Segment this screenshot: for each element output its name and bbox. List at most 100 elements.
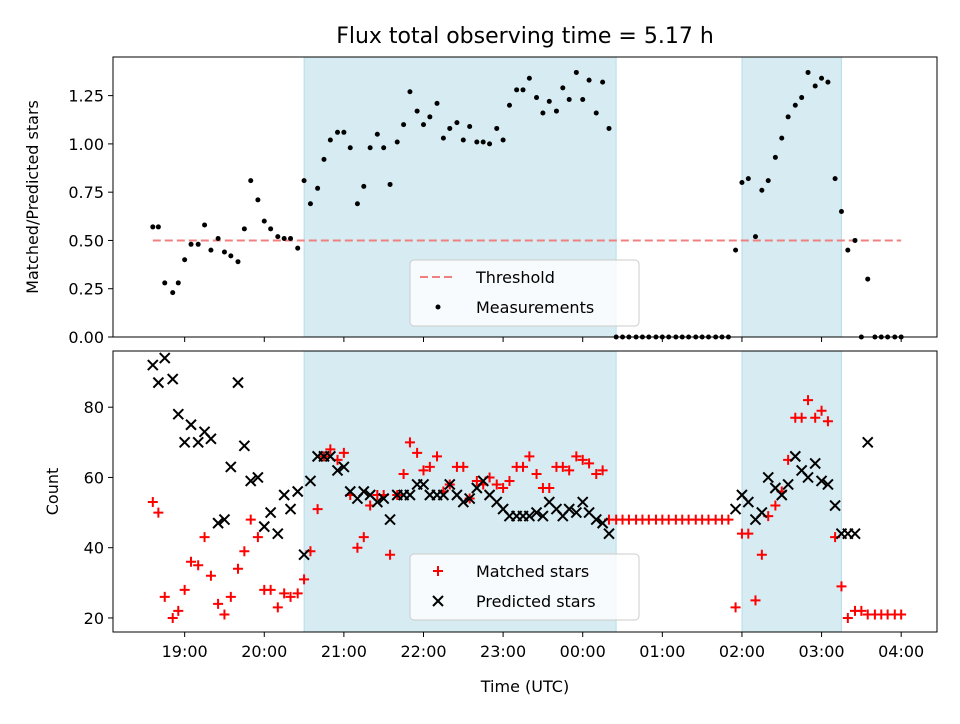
measurement-point [514,87,520,93]
matched-star-point [816,405,827,416]
legend-label: Measurements [476,298,594,317]
matched-star-point [803,395,814,406]
measurement-point [170,290,176,296]
legend-box [409,553,640,621]
measurement-point [792,102,798,108]
predicted-star-point [205,433,217,445]
measurement-point [845,247,851,253]
measurement-point [534,95,540,101]
matched-star-point [471,475,482,486]
matched-star-point [571,451,582,462]
x-tick-label: 01:00 [639,642,685,661]
measurement-point [228,253,234,259]
predicted-star-point [272,527,284,540]
y-tick-label: 0.25 [68,280,104,299]
matched-star-point [173,605,184,616]
matched-star-point [312,504,323,515]
predicted-star-point [782,478,794,491]
predicted-star-point [252,471,264,484]
matched-star-point [491,479,502,490]
measurement-point [295,245,301,251]
predicted-star-point [225,461,237,473]
x-axis-label: Time (UTC) [480,677,569,696]
measurement-point [381,145,387,151]
predicted-star-point [212,517,224,529]
matched-star-point [292,588,303,599]
matched-star-point [822,416,833,427]
matched-star-point [213,598,224,609]
predicted-star-point [756,506,768,519]
measurement-point [606,125,612,131]
measurement-point [275,234,281,240]
matched-star-point [412,447,423,458]
y-tick-label: 20 [84,609,104,628]
matched-star-point [544,482,555,493]
measurement-point [467,124,473,130]
matched-star-point [299,574,310,585]
measurement-point [341,129,347,135]
predicted-star-point [444,478,456,491]
predicted-star-point [291,485,304,498]
y-axis-label: Count [43,468,62,516]
predicted-star-point [331,464,344,477]
measurement-point [752,234,758,240]
predicted-star-point [570,506,583,519]
measurement-point [327,137,333,143]
measurement-point [288,236,294,242]
predicted-star-point [563,503,575,515]
top-panel: 0.00 0.25 0.50 0.75 1.00 1.25 Matched/Predicte… [23,56,938,347]
predicted-star-point [178,436,191,449]
predicted-star-point [404,489,416,501]
measurement-point [832,176,838,182]
predicted-star-point [324,450,337,463]
matched-star-point [285,591,296,602]
predicted-star-point [537,510,549,522]
matched-star-point [577,454,588,465]
measurement-point [779,135,785,141]
matched-star-point [147,497,158,508]
measurement-point [215,236,221,242]
matched-star-point [193,560,204,571]
measurement-point [805,69,811,75]
measurement-point [420,122,426,128]
measurement-point [573,69,579,75]
measurement-point [248,178,254,184]
measurement-point [155,224,161,230]
predicted-star-point [258,520,270,533]
measurement-point [480,139,486,145]
matched-star-point [358,532,369,543]
matched-star-point [504,475,515,486]
matched-star-point [518,461,529,472]
predicted-star-point [523,510,536,522]
matched-star-point [245,514,256,525]
y-tick-label: 1.25 [68,87,104,106]
axes-frame [112,350,938,633]
matched-star-point [272,602,283,613]
matched-star-point [219,609,230,620]
predicted-star-point [384,513,396,526]
predicted-star-point [185,419,197,431]
matched-star-point [432,451,443,462]
measurement-point [150,224,156,230]
observing-interval-band [741,56,842,338]
measurement-point [580,96,586,102]
measurement-point [819,75,825,81]
matched-star-point [810,412,821,423]
measurement-point [825,79,831,85]
y-tick-label: 1.00 [68,135,104,154]
y-tick-label: 40 [84,539,104,558]
matched-star-point [352,542,363,553]
predicted-star-point [457,496,470,508]
measurement-point [188,241,194,247]
matched-star-point [856,605,867,616]
predicted-star-point [172,408,184,420]
matched-star-point [179,584,190,595]
matched-star-point [153,507,164,518]
matched-star-point [398,468,409,479]
measurement-point [772,154,778,160]
predicted-star-point [218,513,231,526]
measurement-point [540,110,546,116]
measurement-point [307,201,313,207]
legend-label: Threshold [475,268,555,287]
measurement-point [281,236,287,242]
